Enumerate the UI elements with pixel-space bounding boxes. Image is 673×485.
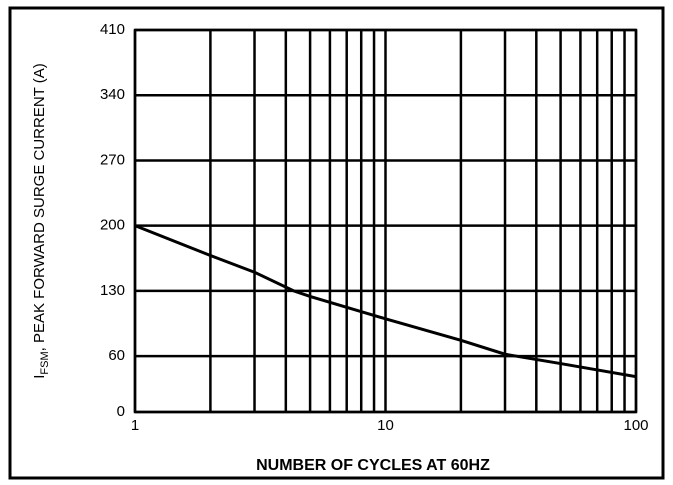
x-tick-label: 1 [131,417,139,434]
x-tick-label: 10 [377,417,394,434]
y-label-main: I [31,375,48,379]
y-label-sub: FSM [39,351,51,374]
y-tick-label: 410 [100,21,125,38]
x-axis-label: NUMBER OF CYCLES AT 60HZ [256,457,490,474]
frame [8,6,665,480]
y-tick-label: 200 [100,217,125,234]
x-tick-label: 100 [623,417,648,434]
y-tick-label: 130 [100,282,125,299]
y-tick-label: 340 [100,86,125,103]
plot-border [133,28,638,414]
y-tick-label: 270 [100,151,125,168]
y-tick-label: 0 [117,403,125,420]
y-label-rest: , PEAK FORWARD SURGE CURRENT (A) [31,63,48,351]
curve [134,224,637,379]
y-axis-label: IFSM, PEAK FORWARD SURGE CURRENT (A) [31,63,51,379]
y-tick-label: 60 [108,347,125,364]
